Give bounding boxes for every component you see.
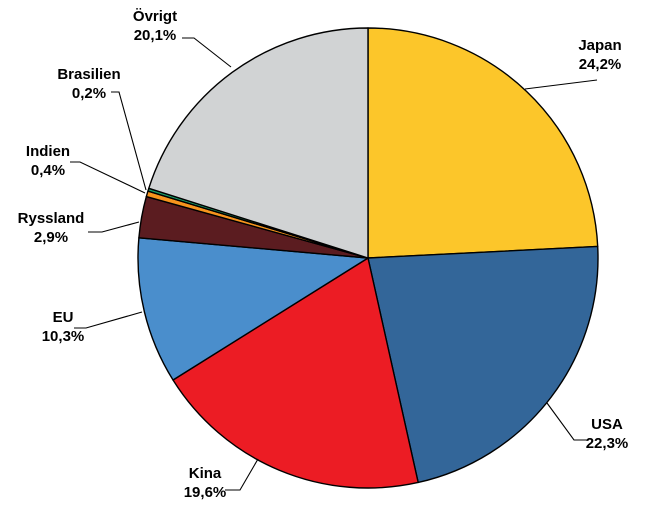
leader-line-eu [74,311,143,329]
slice-value-eu: 10,3% [42,328,85,345]
leader-line-övrigt [182,37,232,68]
pie-slice-usa [367,245,599,484]
slice-label-övrigt: Övrigt [133,8,177,25]
pie-slice-japan [367,27,599,259]
slice-label-japan: Japan [578,37,621,54]
slice-value-kina: 19,6% [184,484,227,501]
pie-slice-eu [137,237,369,381]
slice-value-indien: 0,4% [31,162,65,179]
slice-label-brasilien: Brasilien [57,66,120,83]
slice-label-usa: USA [591,416,623,433]
pie-slice-övrigt [148,27,369,259]
slice-value-usa: 22,3% [586,435,629,452]
slice-value-ryssland: 2,9% [34,229,68,246]
slice-value-övrigt: 20,1% [134,27,177,44]
slice-label-indien: Indien [26,143,70,160]
slice-label-ryssland: Ryssland [18,210,85,227]
leader-line-indien [70,161,146,194]
leader-line-ryssland [88,221,140,233]
leader-line-kina [225,458,259,491]
leader-line-usa [546,402,587,441]
slice-value-japan: 24,2% [579,56,622,73]
pie-slices [137,27,599,489]
pie-slice-kina [172,257,419,489]
slice-label-kina: Kina [189,465,222,482]
slice-labels: Japan 24,2% USA 22,3% Kina 19,6% EU 10,3% Ryssla… [18,8,629,501]
slice-label-eu: EU [53,309,74,326]
leader-lines [70,37,598,491]
leader-line-brasilien [111,91,147,191]
leader-line-japan [524,79,598,90]
slice-value-brasilien: 0,2% [72,85,106,102]
